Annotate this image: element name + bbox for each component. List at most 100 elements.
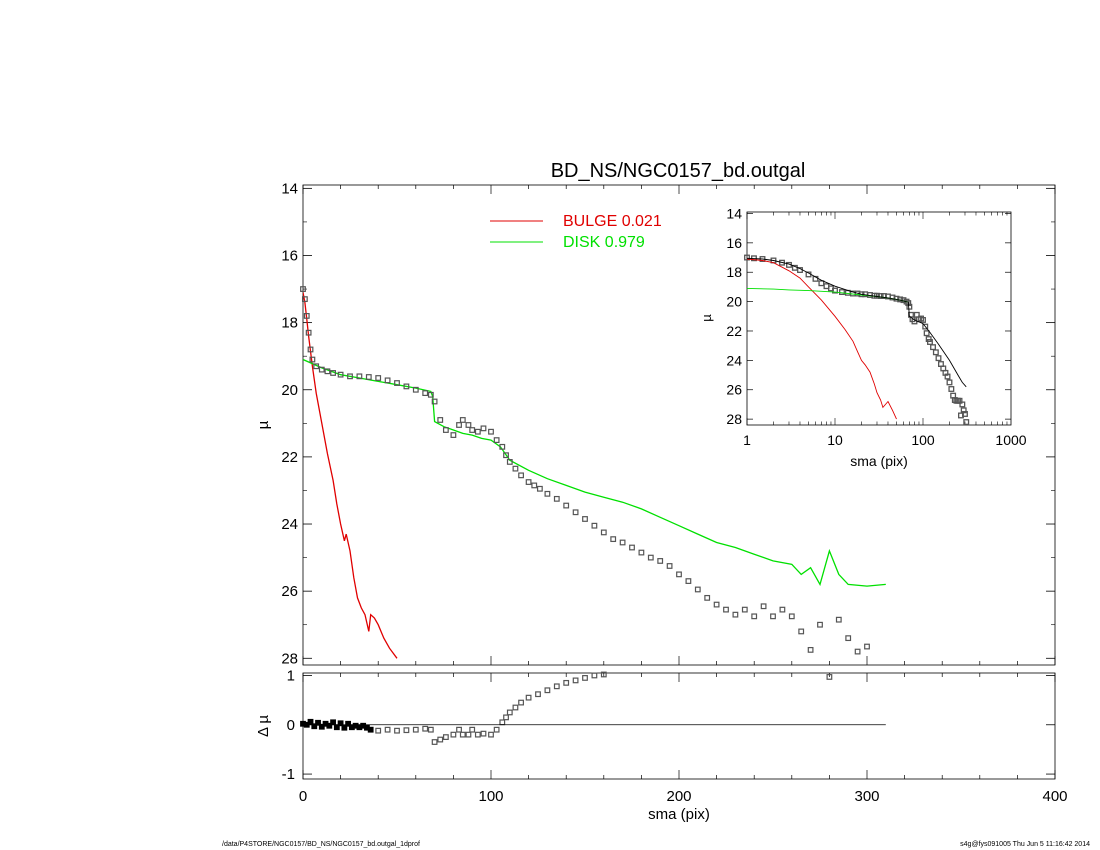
inset-data-point: [946, 379, 953, 386]
inset-x-tick-label: 10: [827, 432, 843, 448]
residual-point: [412, 726, 419, 733]
y-tick-label: 24: [281, 516, 298, 533]
residual-plot-frame: [302, 672, 1056, 780]
inset-y-tick-label: 28: [726, 411, 742, 427]
data-point: [694, 586, 701, 593]
data-point: [403, 383, 410, 390]
residual-point: [572, 677, 579, 684]
inset-y-tick-label: 22: [726, 323, 742, 339]
data-point: [779, 606, 786, 613]
inset-plot-frame: [746, 211, 1012, 426]
data-point: [506, 459, 513, 465]
data-point: [307, 346, 314, 353]
data-point: [330, 370, 336, 376]
residual-point: [582, 675, 588, 681]
inset-model-line: [747, 257, 967, 388]
residual-point: [394, 727, 400, 734]
residual-point: [469, 726, 476, 733]
residual-point: [459, 731, 466, 738]
inset-data-point: [923, 330, 930, 337]
inset-data-point: [960, 407, 967, 414]
residual-point: [375, 727, 382, 734]
residual-point: [326, 722, 333, 729]
inset-data-point: [935, 355, 942, 362]
residual-point: [431, 739, 438, 745]
residual-point: [442, 734, 449, 740]
disk-profile-line: [303, 358, 886, 587]
data-point: [751, 613, 758, 620]
data-point: [647, 554, 654, 561]
data-point: [864, 643, 870, 650]
inset-data-point: [948, 386, 955, 392]
data-point: [450, 432, 457, 438]
data-point: [474, 428, 481, 435]
inset-y-tick-label: 24: [726, 352, 742, 368]
residual-point: [553, 683, 560, 690]
data-point: [704, 594, 711, 601]
residual-y-axis-label: Δ µ: [255, 715, 272, 737]
residual-point: [337, 720, 344, 727]
inset-y-tick-label: 14: [726, 205, 742, 221]
residual-point: [518, 699, 524, 706]
residual-point: [535, 691, 541, 698]
data-point: [337, 371, 344, 378]
data-point: [629, 544, 635, 551]
data-point: [465, 422, 472, 428]
data-point: [770, 613, 776, 620]
legend-label: BULGE 0.021: [563, 213, 662, 230]
residual-y-tick-label: 1: [287, 667, 295, 684]
data-point: [531, 482, 538, 489]
main-y-axis: 14 16 18 20 22 24 26 28: [281, 180, 1056, 667]
residual-point: [544, 687, 551, 694]
inset-y-tick-label: 16: [726, 235, 742, 251]
x-axis-label: sma (pix): [648, 806, 710, 823]
y-tick-label: 16: [281, 247, 298, 264]
residual-series: [300, 671, 886, 745]
inset-data-point: [962, 411, 968, 417]
data-point: [309, 356, 316, 363]
residual-point: [465, 731, 472, 738]
residual-point: [437, 736, 444, 743]
legend: BULGE 0.021 DISK 0.979: [490, 213, 662, 251]
inset-data-point: [963, 419, 970, 426]
data-point: [384, 377, 391, 384]
data-point: [553, 495, 560, 502]
data-point: [503, 452, 509, 459]
data-point: [313, 363, 320, 370]
residual-point: [345, 720, 352, 727]
data-point: [713, 601, 720, 608]
data-point: [512, 465, 519, 472]
data-point: [365, 374, 372, 380]
inset-data-point: [922, 323, 929, 330]
data-point: [723, 606, 729, 613]
inset-data-point: [959, 401, 966, 408]
data-point: [375, 375, 382, 381]
y-tick-label: 22: [281, 449, 298, 466]
inset-x-tick-label: 1: [743, 432, 751, 448]
data-point: [525, 479, 532, 485]
data-point: [854, 648, 861, 655]
residual-point: [512, 704, 519, 711]
inset-series: [744, 254, 970, 426]
data-point: [499, 443, 506, 450]
data-point: [394, 380, 400, 386]
data-point: [732, 611, 739, 618]
y-tick-label: 18: [281, 315, 298, 332]
residual-point: [474, 731, 481, 738]
data-point: [303, 313, 310, 319]
inset-bulge-line: [747, 258, 897, 420]
data-point: [666, 563, 673, 569]
inset-data-point: [932, 349, 939, 356]
data-point: [493, 437, 500, 444]
data-point: [301, 296, 308, 303]
legend-label: DISK 0.979: [563, 234, 645, 251]
data-point: [536, 485, 543, 492]
y-tick-label: 26: [281, 583, 298, 600]
data-point: [422, 390, 429, 397]
x-tick-label: 100: [478, 788, 503, 805]
residual-point: [330, 719, 336, 726]
residual-point: [525, 694, 532, 701]
main-y-axis-label: µ: [255, 420, 272, 429]
